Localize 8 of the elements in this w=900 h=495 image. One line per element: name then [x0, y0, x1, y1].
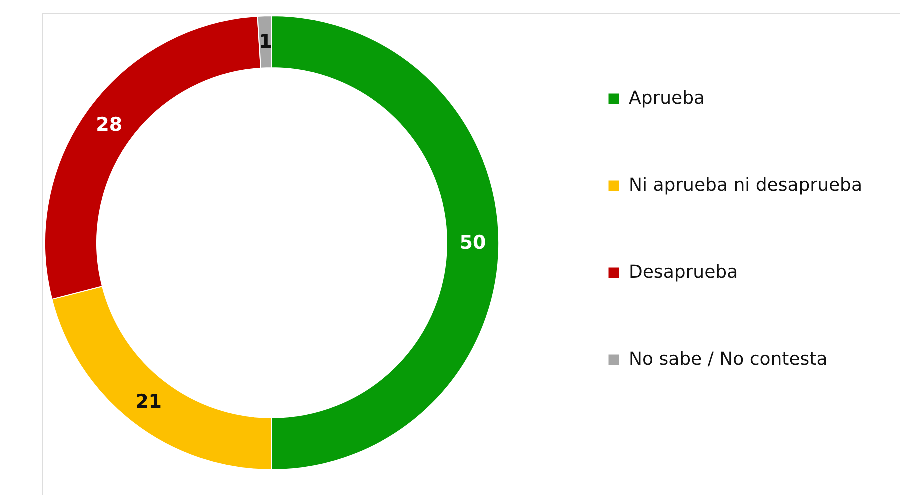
legend-label: Ni aprueba ni desaprueba — [629, 175, 863, 196]
data-label: 21 — [136, 390, 162, 413]
data-label: 1 — [259, 31, 272, 54]
legend-label: Desaprueba — [629, 262, 738, 283]
legend-label: No sabe / No contesta — [629, 349, 828, 370]
data-label: 50 — [460, 232, 486, 254]
data-label: 28 — [96, 114, 123, 136]
legend-label: Aprueba — [629, 88, 706, 109]
